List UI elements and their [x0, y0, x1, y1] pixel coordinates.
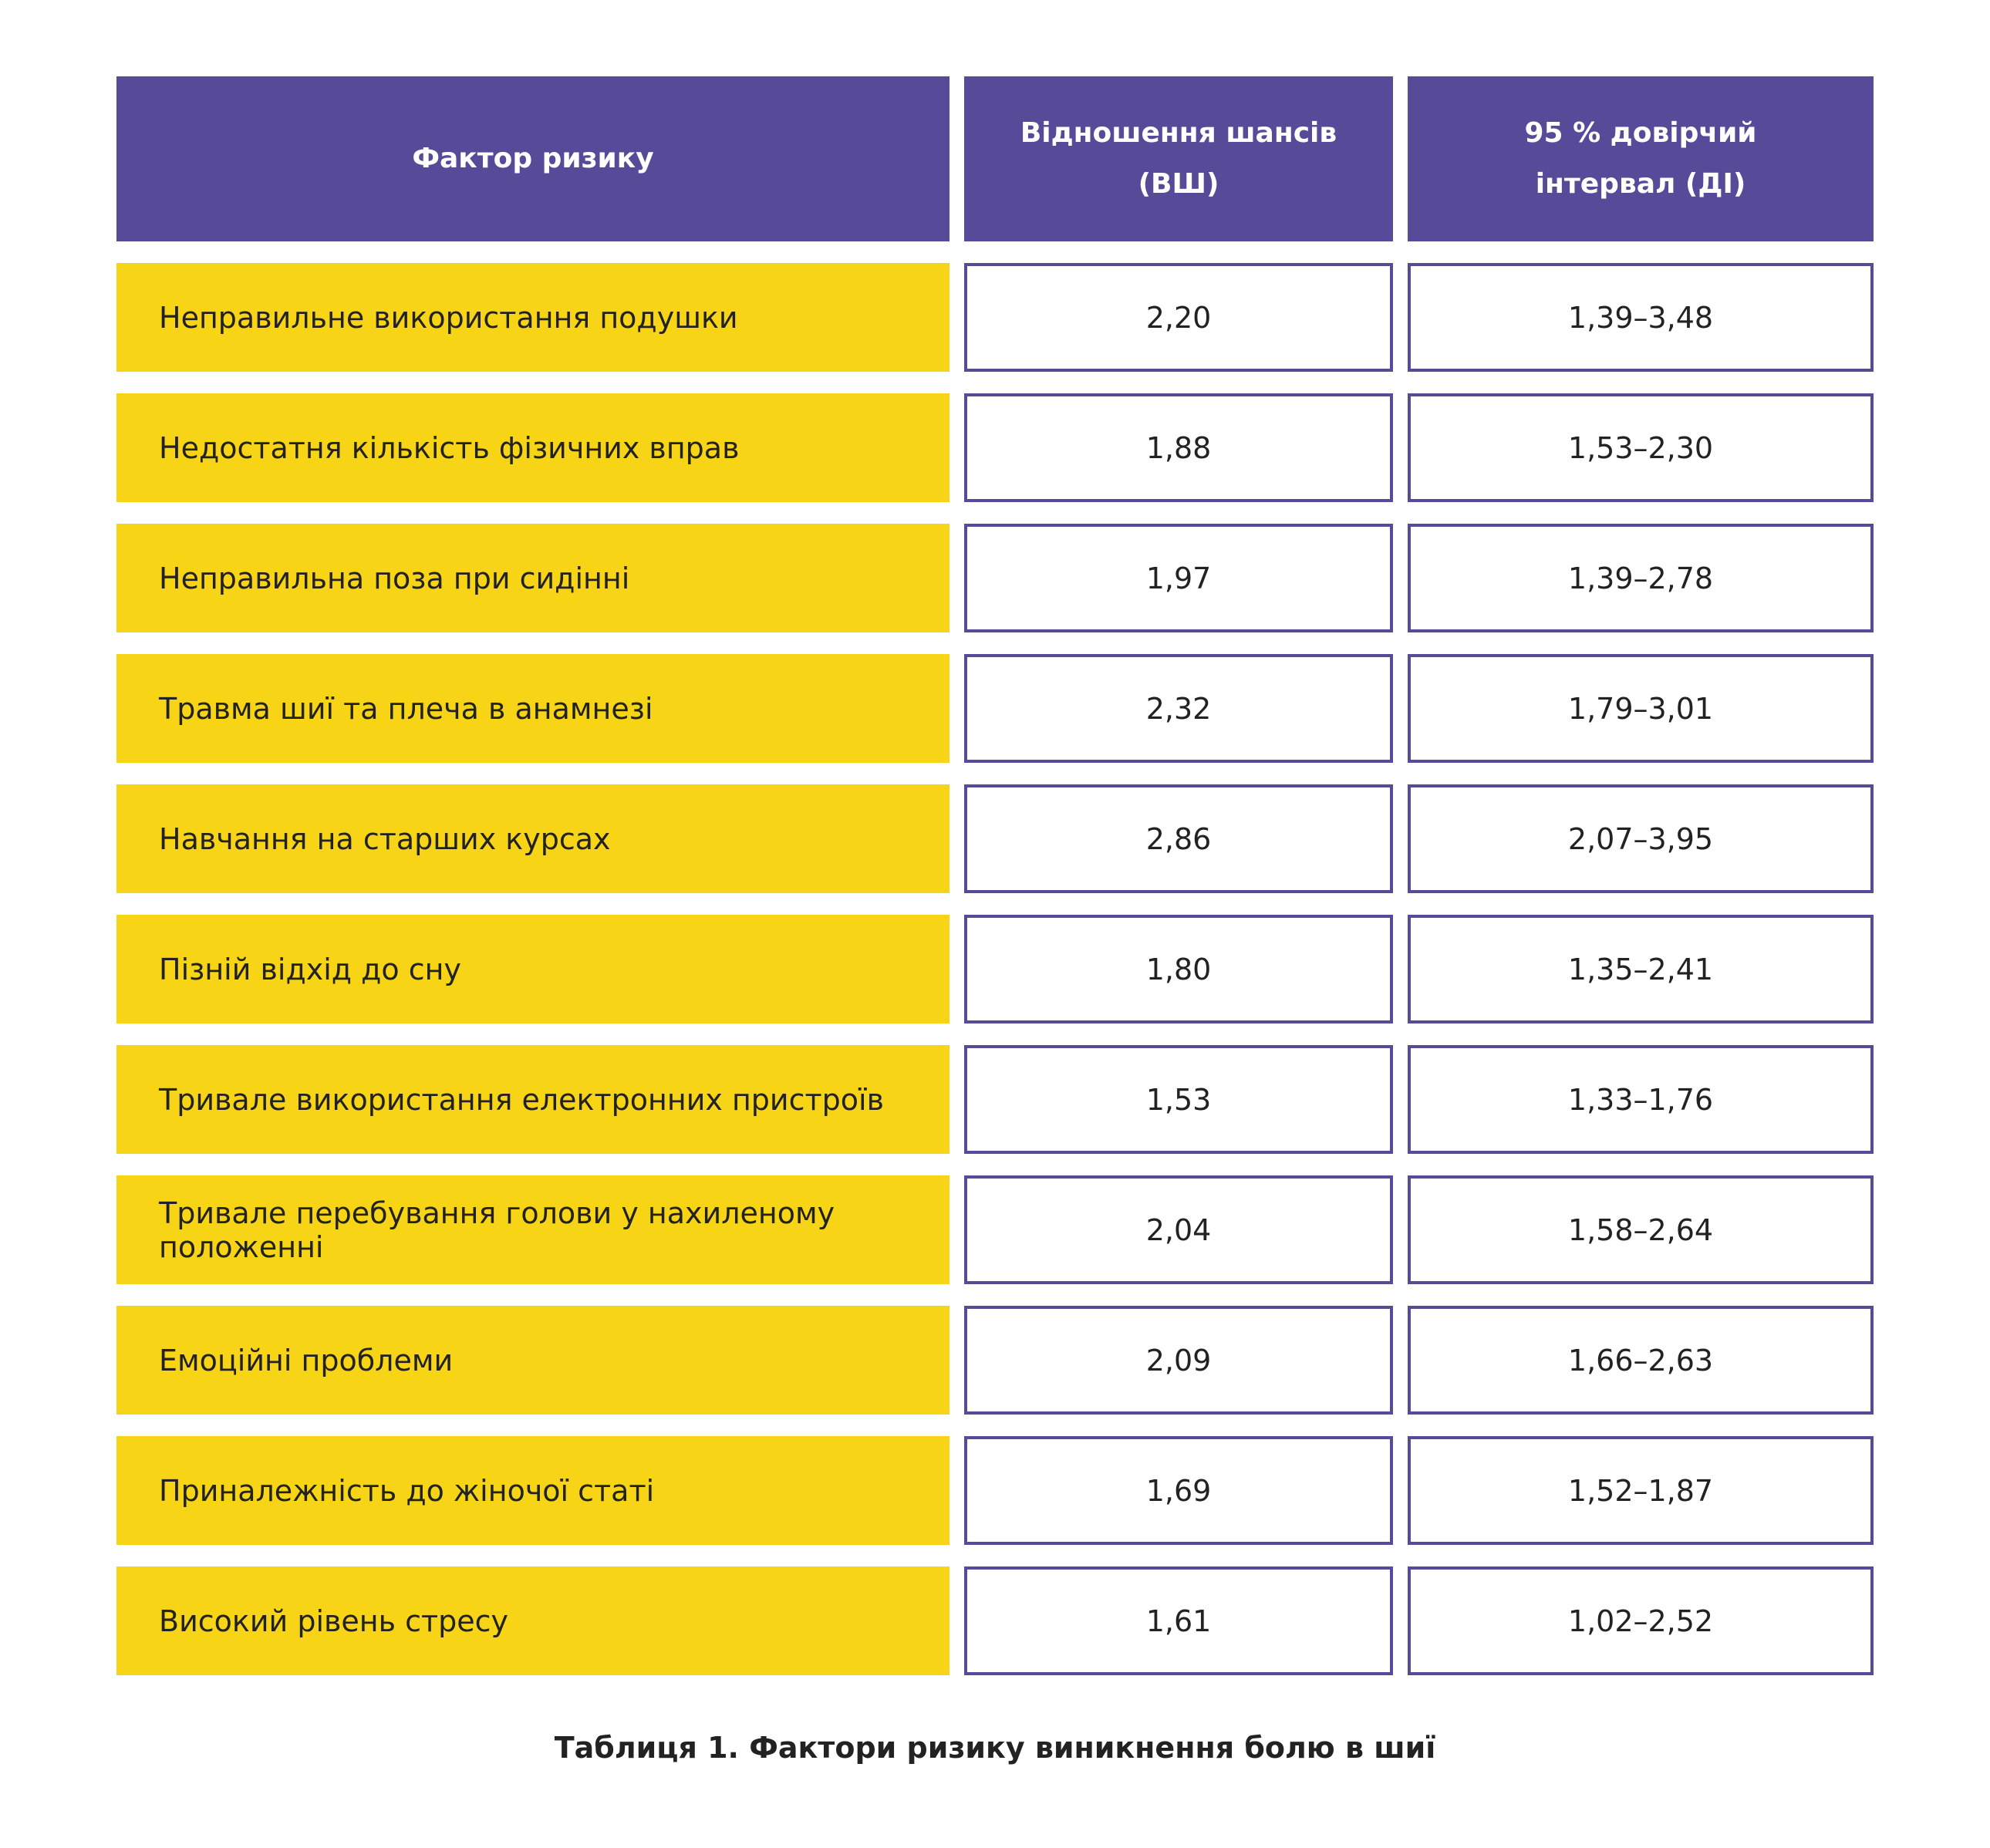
header-text: 95 % довірчий	[1524, 117, 1757, 149]
caption: Таблиця 1. Фактори ризику виникнення бол…	[554, 1731, 1436, 1765]
value-cell: 1,39–3,48	[1408, 263, 1874, 372]
factor-cell: Пізній відхід до сну	[116, 915, 949, 1023]
value-cell: 1,02–2,52	[1408, 1566, 1874, 1675]
header-cell: 95 % довірчий інтервал (ДІ)	[1408, 76, 1874, 241]
value-cell: 2,04	[964, 1175, 1393, 1284]
value-cell: 1,97	[964, 524, 1393, 632]
value-cell: 1,39–2,78	[1408, 524, 1874, 632]
header-cell: Відношення шансів (ВШ)	[964, 76, 1393, 241]
value-cell: 1,53–2,30	[1408, 393, 1874, 502]
factor-cell: Неправильне використання подушки	[116, 263, 949, 372]
factor-cell: Високий рівень стресу	[116, 1566, 949, 1675]
value-cell: 1,61	[964, 1566, 1393, 1675]
value-cell: 1,88	[964, 393, 1393, 502]
factor-cell: Травма шиї та плеча в анамнезі	[116, 654, 949, 763]
factor-cell: Тривале перебування голови у нахиленому …	[116, 1175, 949, 1284]
value-cell: 1,53	[964, 1045, 1393, 1154]
value-cell: 1,58–2,64	[1408, 1175, 1874, 1284]
factor-cell: Навчання на старших курсах	[116, 784, 949, 893]
value-cell: 2,86	[964, 784, 1393, 893]
value-cell: 1,79–3,01	[1408, 654, 1874, 763]
value-cell: 1,66–2,63	[1408, 1306, 1874, 1415]
factor-cell: Емоційні проблеми	[116, 1306, 949, 1415]
value-cell: 1,33–1,76	[1408, 1045, 1874, 1154]
value-cell: 1,35–2,41	[1408, 915, 1874, 1023]
header-text: Фактор ризику	[412, 143, 654, 174]
value-cell: 2,20	[964, 263, 1393, 372]
factor-cell: Тривале використання електронних пристро…	[116, 1045, 949, 1154]
factor-cell: Приналежність до жіночої статі	[116, 1436, 949, 1545]
value-cell: 1,52–1,87	[1408, 1436, 1874, 1545]
value-cell: 1,80	[964, 915, 1393, 1023]
value-cell: 1,69	[964, 1436, 1393, 1545]
value-cell: 2,32	[964, 654, 1393, 763]
header-text: інтервал (ДІ)	[1535, 168, 1746, 200]
value-cell: 2,07–3,95	[1408, 784, 1874, 893]
factor-cell: Недостатня кількість фізичних вправ	[116, 393, 949, 502]
header-cell: Фактор ризику	[116, 76, 949, 241]
factor-cell: Неправильна поза при сидінні	[116, 524, 949, 632]
header-text: Відношення шансів	[1020, 117, 1337, 149]
header-text: (ВШ)	[1138, 168, 1219, 200]
value-cell: 2,09	[964, 1306, 1393, 1415]
